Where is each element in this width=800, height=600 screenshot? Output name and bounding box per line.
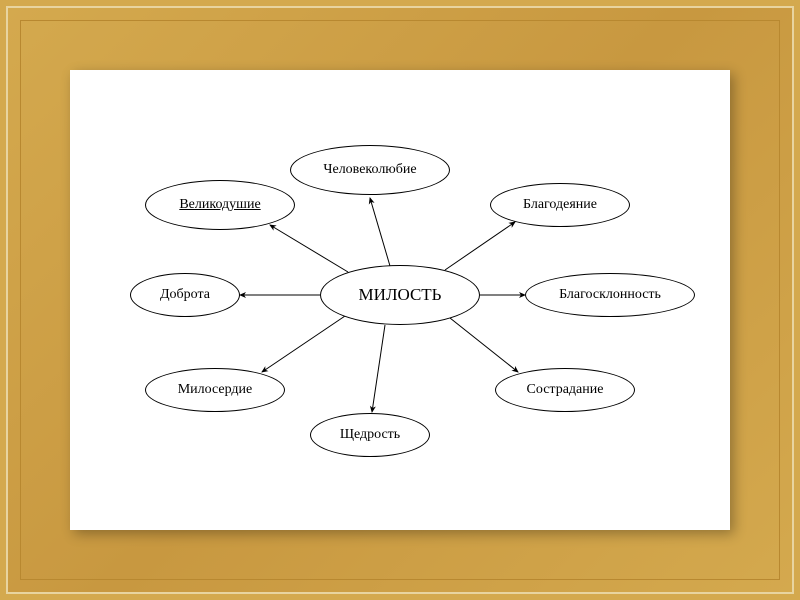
node-generosity: Щедрость	[310, 413, 430, 457]
node-label: Сострадание	[527, 382, 604, 398]
node-mercy: Милосердие	[145, 368, 285, 412]
node-label: Благосклонность	[559, 287, 661, 303]
diagram-edge	[445, 222, 515, 270]
node-kindness: Доброта	[130, 273, 240, 317]
node-label: Милосердие	[178, 382, 253, 398]
node-label: Щедрость	[340, 427, 400, 443]
node-label: Человеколюбие	[323, 162, 416, 178]
diagram-edge	[450, 318, 518, 372]
node-label: МИЛОСТЬ	[359, 285, 442, 305]
diagram-edge	[270, 225, 348, 272]
node-label: Доброта	[160, 287, 210, 303]
diagram-edge	[370, 198, 390, 266]
diagram-edge	[372, 325, 385, 412]
node-label: Великодушие	[179, 197, 260, 213]
node-humanlove: Человеколюбие	[290, 145, 450, 195]
diagram-canvas: МИЛОСТЬ Человеколюбие Благодеяние Благоскло…	[70, 70, 730, 530]
node-favor: Благосклонность	[525, 273, 695, 317]
diagram-edge	[262, 316, 345, 372]
node-compassion: Сострадание	[495, 368, 635, 412]
node-magnanimity: Великодушие	[145, 180, 295, 230]
node-benefaction: Благодеяние	[490, 183, 630, 227]
center-node: МИЛОСТЬ	[320, 265, 480, 325]
node-label: Благодеяние	[523, 197, 597, 213]
